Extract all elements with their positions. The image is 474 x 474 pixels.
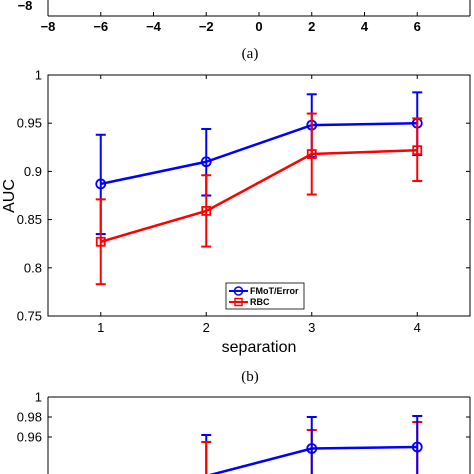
panel-b-plot-area <box>47 74 471 317</box>
panel-c-point-fmot <box>306 443 318 454</box>
panel-b-ytick-label: 0.8 <box>24 260 42 275</box>
panel-c-yticks: 1 0.98 0.96 <box>17 390 470 445</box>
panel-b-legend: FMoT/Error RBC <box>225 282 305 310</box>
series-rbc <box>95 112 423 286</box>
series-fmot <box>95 91 423 236</box>
panel-a-xtick-label: −2 <box>199 19 214 34</box>
panel-b-ytick-label: 0.85 <box>17 212 42 227</box>
panel-b-caption: (b) <box>241 369 259 385</box>
point-rbc <box>306 149 317 159</box>
legend-label-rbc: RBC <box>250 297 270 307</box>
panel-c-ytick-label: 0.96 <box>17 430 42 445</box>
point-rbc <box>95 236 106 247</box>
panel-a-xtick-label: −8 <box>41 19 56 34</box>
panel-b-xtick-label: 1 <box>97 320 104 335</box>
point-fmot <box>95 178 107 190</box>
panel-c-series-line-fmot <box>208 445 418 474</box>
panel-a-xticks: −8 −6 −4 −2 0 2 4 6 <box>41 12 421 34</box>
panel-b-xtick-label: 2 <box>203 320 210 335</box>
panel-b-yticks: 0.75 0.8 0.85 0.9 0.95 1 <box>17 68 470 324</box>
panel-b-series <box>95 91 423 286</box>
panel-b-ytick-label: 1 <box>35 68 42 83</box>
panel-b-ytick-label: 0.95 <box>17 116 42 131</box>
panel-a-xtick-label: 0 <box>255 19 262 34</box>
legend-marker-rbc <box>234 297 243 307</box>
series-line-rbc <box>100 148 418 243</box>
panel-a-xtick-label: 4 <box>361 19 369 34</box>
point-rbc <box>412 145 423 156</box>
panel-b-xticks: 1 2 3 4 <box>97 75 421 335</box>
panel-a-xtick-label: 6 <box>414 19 421 34</box>
point-rbc <box>201 206 212 216</box>
panel-c-ytick-label: 0.98 <box>17 410 42 425</box>
panel-a-caption: (a) <box>242 46 259 62</box>
legend-marker-fmot <box>233 286 244 296</box>
series-line-fmot <box>100 121 418 186</box>
panel-b-xlabel: separation <box>222 339 297 356</box>
panel-a-xtick-label: −6 <box>93 19 108 34</box>
panel-b-xtick-label: 4 <box>414 320 421 335</box>
panel-a: −8 −8 −6 −4 −2 0 2 4 6 (a) <box>18 0 471 62</box>
panel-c-ytick-label: 1 <box>35 390 42 405</box>
panel-c: 1 0.98 0.96 <box>17 390 471 474</box>
panel-b-xtick-label: 3 <box>308 320 315 335</box>
legend-label-fmot: FMoT/Error <box>250 286 299 296</box>
panel-b-ytick-label: 0.75 <box>17 309 42 324</box>
panel-a-xtick-label: −4 <box>146 19 162 34</box>
panel-b-ytick-label: 0.9 <box>24 164 42 179</box>
point-fmot <box>200 156 212 168</box>
panel-c-series <box>201 415 423 474</box>
panel-c-point-fmot <box>411 441 423 453</box>
panel-b-ylabel: AUC <box>1 179 18 213</box>
panel-a-xtick-label: 2 <box>308 19 315 34</box>
panel-a-ytick-label: −8 <box>18 0 33 13</box>
